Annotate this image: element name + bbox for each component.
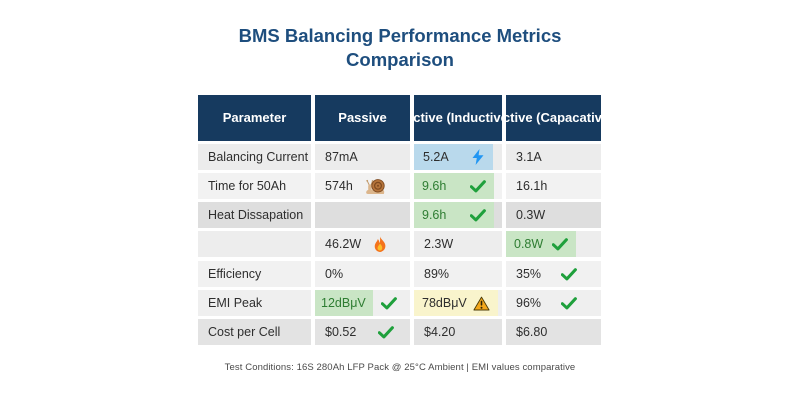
value-cell: 3.1A — [506, 144, 601, 170]
cell-value: 78dBμV — [422, 296, 467, 310]
check-icon — [552, 237, 568, 250]
highlight-green: 12dBμV — [315, 290, 373, 316]
comparison-table: Parameter Passive Active (Inductive) Act… — [198, 95, 601, 348]
param-cell: Efficiency — [198, 261, 311, 287]
value-cell: 9.6h — [414, 202, 502, 228]
param-cell — [198, 231, 311, 257]
value-cell: 87mA — [315, 144, 410, 170]
column-header-active-capacative: Active (Capacative) — [506, 95, 601, 141]
cell-value: $0.52 — [325, 325, 357, 339]
value-cell: 16.1h — [506, 173, 601, 199]
table-row: EMI Peak 12dBμV 78dBμV — [198, 290, 601, 316]
param-cell: Heat Dissapation — [198, 202, 311, 228]
check-icon — [561, 267, 577, 280]
param-cell: Time for 50Ah — [198, 173, 311, 199]
highlight-green: 9.6h — [414, 202, 494, 228]
value-cell: 0.3W — [506, 202, 601, 228]
value-cell: $6.80 — [506, 319, 601, 345]
lightning-icon — [472, 149, 484, 165]
cell-value: 9.6h — [422, 208, 447, 222]
table-row: Efficiency 0% 89% 35% — [198, 261, 601, 287]
cell-value: 574h — [325, 179, 353, 193]
highlight-green: 0.8W — [506, 231, 576, 257]
check-icon — [470, 208, 486, 221]
snail-icon — [365, 178, 385, 194]
cell-value: 9.6h — [422, 179, 447, 193]
value-cell: $4.20 — [414, 319, 502, 345]
value-cell: 89% — [414, 261, 502, 287]
param-cell: EMI Peak — [198, 290, 311, 316]
highlight-yellow: 78dBμV — [414, 290, 498, 316]
cell-value: 35% — [516, 267, 542, 281]
check-icon — [470, 179, 486, 192]
cell-value: 16.1h — [516, 179, 548, 193]
value-cell: 9.6h — [414, 173, 502, 199]
warning-icon — [473, 296, 490, 310]
value-cell: 12dBμV — [315, 290, 410, 316]
param-cell: Balancing Current — [198, 144, 311, 170]
value-cell: 0% — [315, 261, 410, 287]
value-cell: 2.3W — [414, 231, 502, 257]
column-header-parameter: Parameter — [198, 95, 311, 141]
check-icon — [561, 296, 577, 309]
cell-value: 46.2W — [325, 237, 362, 251]
cell-value: 89% — [424, 267, 450, 281]
cell-value: 0.3W — [516, 208, 546, 222]
column-header-passive: Passive — [315, 95, 410, 141]
cell-value: $4.20 — [424, 325, 456, 339]
cell-value: 96% — [516, 296, 542, 310]
cell-value: 2.3W — [424, 237, 454, 251]
table-row: Cost per Cell $0.52 $4.20 $6.80 — [198, 319, 601, 345]
value-cell: 5.2A — [414, 144, 502, 170]
value-cell: 96% — [506, 290, 601, 316]
highlight-blue: 5.2A — [414, 144, 493, 170]
param-cell: Cost per Cell — [198, 319, 311, 345]
value-cell — [315, 202, 410, 228]
check-icon — [381, 296, 397, 309]
value-cell: 35% — [506, 261, 601, 287]
fire-icon — [374, 236, 386, 252]
cell-value: 3.1A — [516, 150, 542, 164]
cell-value: 12dBμV — [321, 296, 366, 310]
table-header-row: Parameter Passive Active (Inductive) Act… — [198, 95, 601, 141]
table-row: Heat Dissapation 9.6h 0.3W — [198, 202, 601, 228]
cell-value: $6.80 — [516, 325, 548, 339]
table-row: Time for 50Ah 574h 9.6h — [198, 173, 601, 199]
check-icon — [378, 325, 394, 338]
table-row: 46.2W 2.3W 0.8W — [198, 231, 601, 257]
value-cell: 46.2W — [315, 231, 410, 257]
page-title: BMS Balancing Performance Metrics Compar… — [238, 25, 562, 71]
value-cell: 574h — [315, 173, 410, 199]
cell-value: 87mA — [325, 150, 358, 164]
value-cell: 78dBμV — [414, 290, 502, 316]
test-conditions-note: Test Conditions: 16S 280Ah LFP Pack @ 25… — [224, 362, 576, 373]
table-row: Balancing Current 87mA 5.2A 3.1A — [198, 144, 601, 170]
highlight-green: 9.6h — [414, 173, 494, 199]
cell-value: 0% — [325, 267, 344, 281]
cell-value: 5.2A — [423, 150, 449, 164]
cell-value: 0.8W — [514, 237, 544, 251]
value-cell: $0.52 — [315, 319, 410, 345]
column-header-active-inductive: Active (Inductive) — [414, 95, 502, 141]
value-cell: 0.8W — [506, 231, 601, 257]
